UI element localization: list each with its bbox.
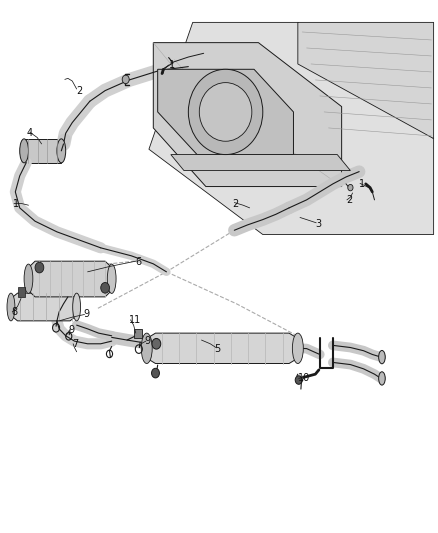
Ellipse shape — [378, 372, 385, 385]
Text: 1: 1 — [359, 179, 365, 189]
Circle shape — [348, 184, 353, 191]
Ellipse shape — [378, 351, 385, 364]
Circle shape — [122, 75, 129, 84]
Bar — [18, 287, 25, 297]
Bar — [134, 329, 142, 338]
Polygon shape — [171, 155, 350, 171]
Ellipse shape — [107, 264, 116, 294]
Circle shape — [101, 282, 110, 293]
Polygon shape — [11, 293, 77, 321]
Circle shape — [152, 368, 159, 378]
Text: 2: 2 — [232, 199, 238, 208]
Text: 1: 1 — [13, 199, 19, 208]
Polygon shape — [153, 43, 342, 187]
Ellipse shape — [199, 83, 252, 141]
Polygon shape — [147, 333, 298, 364]
Circle shape — [152, 338, 161, 349]
Text: 8: 8 — [11, 307, 17, 317]
Ellipse shape — [7, 293, 15, 321]
Ellipse shape — [20, 139, 28, 163]
Text: 9: 9 — [68, 326, 74, 335]
Text: 4: 4 — [26, 128, 32, 138]
Polygon shape — [24, 139, 61, 163]
Polygon shape — [158, 69, 293, 155]
Ellipse shape — [24, 264, 33, 294]
Text: 6: 6 — [136, 257, 142, 267]
Text: 7: 7 — [72, 339, 78, 349]
Ellipse shape — [188, 69, 263, 155]
Ellipse shape — [73, 293, 81, 321]
Text: 5: 5 — [215, 344, 221, 354]
Polygon shape — [298, 22, 434, 139]
Ellipse shape — [57, 139, 66, 163]
Text: 3: 3 — [315, 219, 321, 229]
Text: 9: 9 — [83, 310, 89, 319]
Text: 2: 2 — [346, 195, 352, 205]
Polygon shape — [149, 22, 434, 235]
Circle shape — [295, 376, 302, 384]
Text: 11: 11 — [129, 315, 141, 325]
Ellipse shape — [293, 333, 304, 364]
Ellipse shape — [141, 333, 152, 364]
Circle shape — [35, 262, 44, 273]
Text: 9: 9 — [145, 336, 151, 346]
Text: 10: 10 — [298, 374, 310, 383]
Text: 1: 1 — [169, 60, 175, 70]
Text: 2: 2 — [77, 86, 83, 95]
Polygon shape — [28, 261, 112, 297]
